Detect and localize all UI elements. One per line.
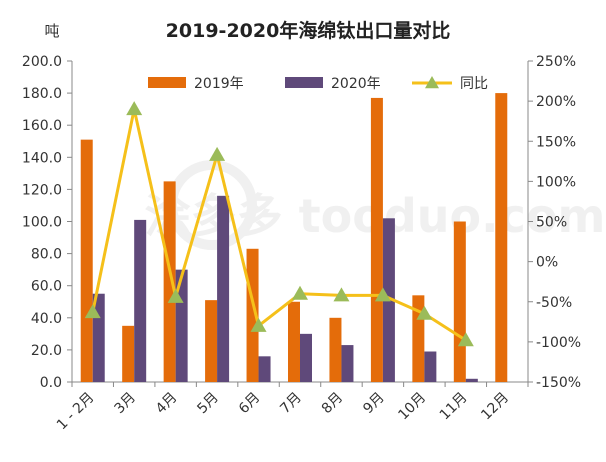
legend-label: 同比 [460,76,488,92]
yoy-line [91,107,467,342]
left-tick-label: 140.0 [22,150,62,166]
bar-2019年 [329,317,342,382]
yoy-marker [292,285,308,300]
bar-2020年 [465,378,478,382]
right-tick-label: 150% [536,134,576,150]
right-tick-label: 0% [536,255,558,271]
yoy-marker [126,101,143,116]
bar-2020年 [424,351,437,382]
x-tick-label: 1 - 2月 [54,390,98,434]
right-tick-label: 100% [536,174,576,190]
legend-label: 2020年 [331,76,381,92]
bar-2020年 [300,333,312,382]
bar-2019年 [453,221,466,382]
x-tick-label: 11月 [437,390,471,424]
right-tick-label: -150% [536,375,581,391]
plot-area: 0.0 20.0 40.0 60.0 80.0 100.0 120.0 140.0 160.0 1… [22,54,581,433]
bar-2019年 [122,325,135,382]
yoy-marker [167,288,184,303]
yoy-marker [416,305,433,320]
left-tick-label: 200.0 [22,54,62,70]
legend-label: 2019年 [194,76,244,92]
legend: 2019年 2020年 同比 [148,76,488,92]
left-tick-label: 20.0 [31,343,62,359]
bar-2019年 [495,93,508,382]
yoy-marker [333,287,350,302]
yoy-marker [250,317,267,332]
yoy-marker [374,287,391,302]
left-tick-label: 100.0 [22,215,62,231]
left-tick-label: 180.0 [22,86,62,102]
x-tick-label: 6月 [236,390,264,418]
x-tick-label: 7月 [277,390,305,418]
yoy-marker [84,304,101,319]
left-tick-label: 160.0 [22,118,62,134]
x-tick-label: 10月 [395,390,429,424]
bar-2019年 [370,97,383,382]
bar-2019年 [246,248,259,382]
x-tick-label: 8月 [319,390,347,418]
left-tick-label: 40.0 [31,311,62,327]
x-tick-label: 3月 [111,390,139,418]
left-tick-label: 60.0 [31,279,62,295]
bar-2020年 [217,195,230,382]
x-tick-label: 12月 [478,390,512,424]
bar-2020年 [341,345,354,382]
x-tick-label: 9月 [360,390,388,418]
yoy-marker [457,332,474,347]
right-tick-label: -50% [536,295,572,311]
bar-2020年 [258,356,271,382]
x-tick-label: 4月 [153,390,181,418]
right-tick-label: 200% [536,94,576,110]
legend-swatch-2020年 [285,77,323,88]
bar-2019年 [80,139,93,382]
left-tick-label: 120.0 [22,182,62,198]
left-tick-label: 0.0 [40,375,62,391]
left-tick-label: 80.0 [31,247,62,263]
right-tick-label: 50% [536,215,567,231]
yoy-marker [209,146,226,161]
bar-2020年 [134,219,147,382]
legend-marker [425,76,439,89]
right-tick-label: -100% [536,335,581,351]
bar-2019年 [205,300,218,382]
bar-2019年 [163,181,176,382]
legend-swatch-2019年 [148,77,186,88]
right-tick-label: 250% [536,54,576,70]
bar-2019年 [288,301,300,382]
left-axis-unit: 吨 [44,22,59,40]
chart-title: 2019-2020年海绵钛出口量对比 [166,19,451,42]
x-tick-label: 5月 [194,390,222,418]
